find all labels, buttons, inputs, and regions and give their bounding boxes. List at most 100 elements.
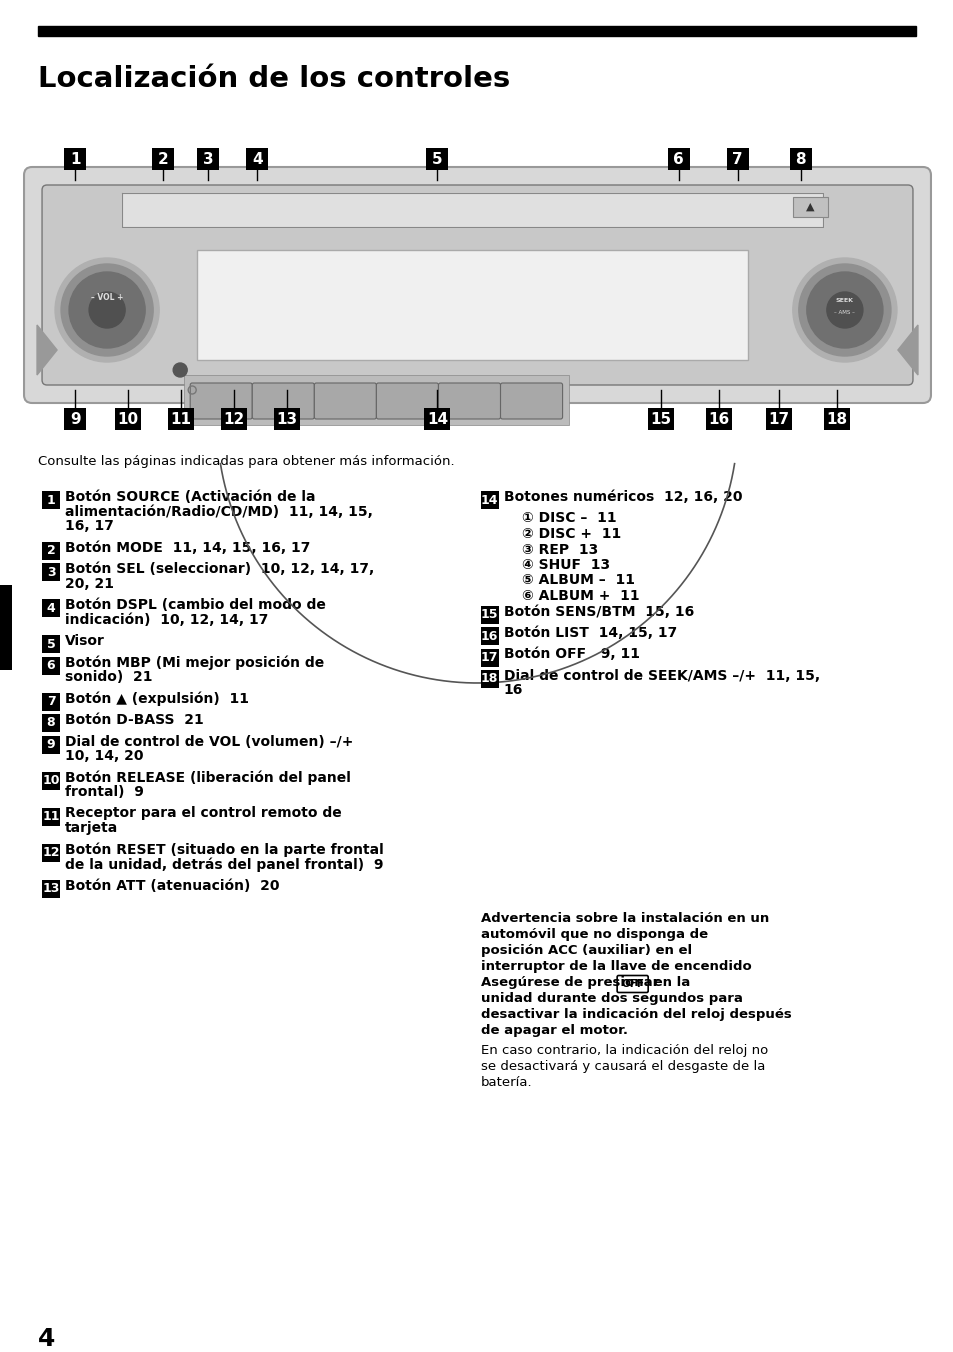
- Text: 10: 10: [117, 411, 138, 426]
- Text: indicación)  10, 12, 14, 17: indicación) 10, 12, 14, 17: [65, 612, 268, 626]
- Bar: [152, 147, 174, 170]
- Text: Visor: Visor: [65, 634, 105, 648]
- Bar: [42, 714, 60, 731]
- Text: Botón RELEASE (liberación del panel: Botón RELEASE (liberación del panel: [65, 771, 351, 786]
- Text: Botón ▲ (expulsión)  11: Botón ▲ (expulsión) 11: [65, 691, 249, 706]
- Text: automóvil que no disponga de: automóvil que no disponga de: [480, 927, 707, 941]
- FancyBboxPatch shape: [190, 383, 252, 419]
- Text: 10: 10: [42, 773, 60, 787]
- Bar: [0, 585, 12, 671]
- Bar: [42, 542, 60, 560]
- Text: ▲: ▲: [804, 201, 813, 212]
- Bar: [197, 250, 747, 360]
- Text: 1: 1: [70, 151, 80, 166]
- Text: interruptor de la llave de encendido: interruptor de la llave de encendido: [480, 960, 750, 973]
- Text: batería.: batería.: [480, 1076, 532, 1088]
- Circle shape: [806, 272, 882, 347]
- Text: 11: 11: [42, 810, 60, 823]
- Bar: [246, 147, 268, 170]
- Text: Botón RESET (situado en la parte frontal: Botón RESET (situado en la parte frontal: [65, 842, 383, 857]
- Circle shape: [89, 292, 125, 329]
- Bar: [42, 562, 60, 581]
- Text: 12: 12: [42, 846, 60, 859]
- Text: ① DISC –  11: ① DISC – 11: [521, 511, 616, 526]
- FancyBboxPatch shape: [252, 383, 314, 419]
- Text: 18: 18: [825, 411, 846, 426]
- Text: 3: 3: [47, 565, 55, 579]
- Bar: [424, 408, 450, 430]
- Bar: [38, 26, 915, 37]
- Bar: [64, 147, 86, 170]
- Bar: [64, 408, 86, 430]
- Text: Botón ATT (atenuación)  20: Botón ATT (atenuación) 20: [65, 879, 279, 892]
- Bar: [42, 692, 60, 711]
- Text: 18: 18: [480, 672, 497, 685]
- Polygon shape: [897, 324, 917, 375]
- Bar: [480, 606, 498, 623]
- Text: Dial de control de VOL (volumen) –/+: Dial de control de VOL (volumen) –/+: [65, 734, 353, 749]
- Text: 17: 17: [480, 652, 497, 664]
- Text: ③ REP  13: ③ REP 13: [521, 542, 598, 557]
- Text: 4: 4: [38, 1328, 55, 1351]
- Circle shape: [792, 258, 896, 362]
- Text: 8: 8: [795, 151, 805, 166]
- Text: SEEK: SEEK: [835, 297, 853, 303]
- Bar: [480, 649, 498, 667]
- Text: 9: 9: [47, 738, 55, 750]
- Text: 17: 17: [767, 411, 788, 426]
- Bar: [667, 147, 689, 170]
- Text: 7: 7: [47, 695, 55, 708]
- Bar: [42, 657, 60, 675]
- Text: desactivar la indicación del reloj después: desactivar la indicación del reloj despu…: [480, 1009, 790, 1021]
- FancyBboxPatch shape: [500, 383, 562, 419]
- Text: 20, 21: 20, 21: [65, 576, 114, 591]
- FancyBboxPatch shape: [42, 185, 912, 385]
- Circle shape: [173, 362, 187, 377]
- Bar: [480, 627, 498, 645]
- Text: tarjeta: tarjeta: [65, 821, 118, 836]
- Text: 3: 3: [203, 151, 213, 166]
- Bar: [792, 197, 827, 218]
- Text: Botón D-BASS  21: Botón D-BASS 21: [65, 713, 204, 727]
- Text: En caso contrario, la indicación del reloj no: En caso contrario, la indicación del rel…: [480, 1044, 767, 1057]
- Polygon shape: [37, 324, 57, 375]
- Text: 5: 5: [47, 638, 55, 650]
- Text: 4: 4: [47, 602, 55, 615]
- Text: de apagar el motor.: de apagar el motor.: [480, 1023, 627, 1037]
- Text: en la: en la: [648, 976, 689, 990]
- Text: ⑤ ALBUM –  11: ⑤ ALBUM – 11: [521, 573, 634, 588]
- Polygon shape: [122, 193, 822, 227]
- Text: 5: 5: [432, 151, 442, 166]
- Text: Dial de control de SEEK/AMS –/+  11, 15,: Dial de control de SEEK/AMS –/+ 11, 15,: [503, 669, 819, 683]
- Text: Botón SENS/BTM  15, 16: Botón SENS/BTM 15, 16: [503, 604, 693, 618]
- FancyBboxPatch shape: [24, 168, 930, 403]
- Text: 16: 16: [480, 630, 497, 642]
- Text: unidad durante dos segundos para: unidad durante dos segundos para: [480, 992, 741, 1005]
- Text: – AMS –: – AMS –: [834, 310, 855, 315]
- Text: 15: 15: [480, 608, 497, 621]
- Circle shape: [798, 264, 890, 356]
- Text: de la unidad, detrás del panel frontal)  9: de la unidad, detrás del panel frontal) …: [65, 857, 383, 872]
- Text: Consulte las páginas indicadas para obtener más información.: Consulte las páginas indicadas para obte…: [38, 456, 455, 468]
- Bar: [42, 880, 60, 898]
- Bar: [42, 735, 60, 753]
- Bar: [426, 147, 448, 170]
- Bar: [42, 844, 60, 861]
- Bar: [168, 408, 194, 430]
- Text: 11: 11: [171, 411, 192, 426]
- Text: 9: 9: [70, 411, 80, 426]
- Text: 8: 8: [47, 717, 55, 730]
- Text: 14: 14: [426, 411, 448, 426]
- Text: 13: 13: [42, 882, 60, 895]
- Text: 7: 7: [732, 151, 742, 166]
- Text: se desactivará y causará el desgaste de la: se desactivará y causará el desgaste de …: [480, 1060, 764, 1073]
- Circle shape: [61, 264, 153, 356]
- Text: Asegúrese de presionar: Asegúrese de presionar: [480, 976, 662, 990]
- Bar: [726, 147, 748, 170]
- Bar: [42, 635, 60, 653]
- Text: Botón SEL (seleccionar)  10, 12, 14, 17,: Botón SEL (seleccionar) 10, 12, 14, 17,: [65, 562, 374, 576]
- Bar: [42, 772, 60, 790]
- FancyBboxPatch shape: [314, 383, 376, 419]
- FancyBboxPatch shape: [438, 383, 500, 419]
- Text: 4: 4: [252, 151, 262, 166]
